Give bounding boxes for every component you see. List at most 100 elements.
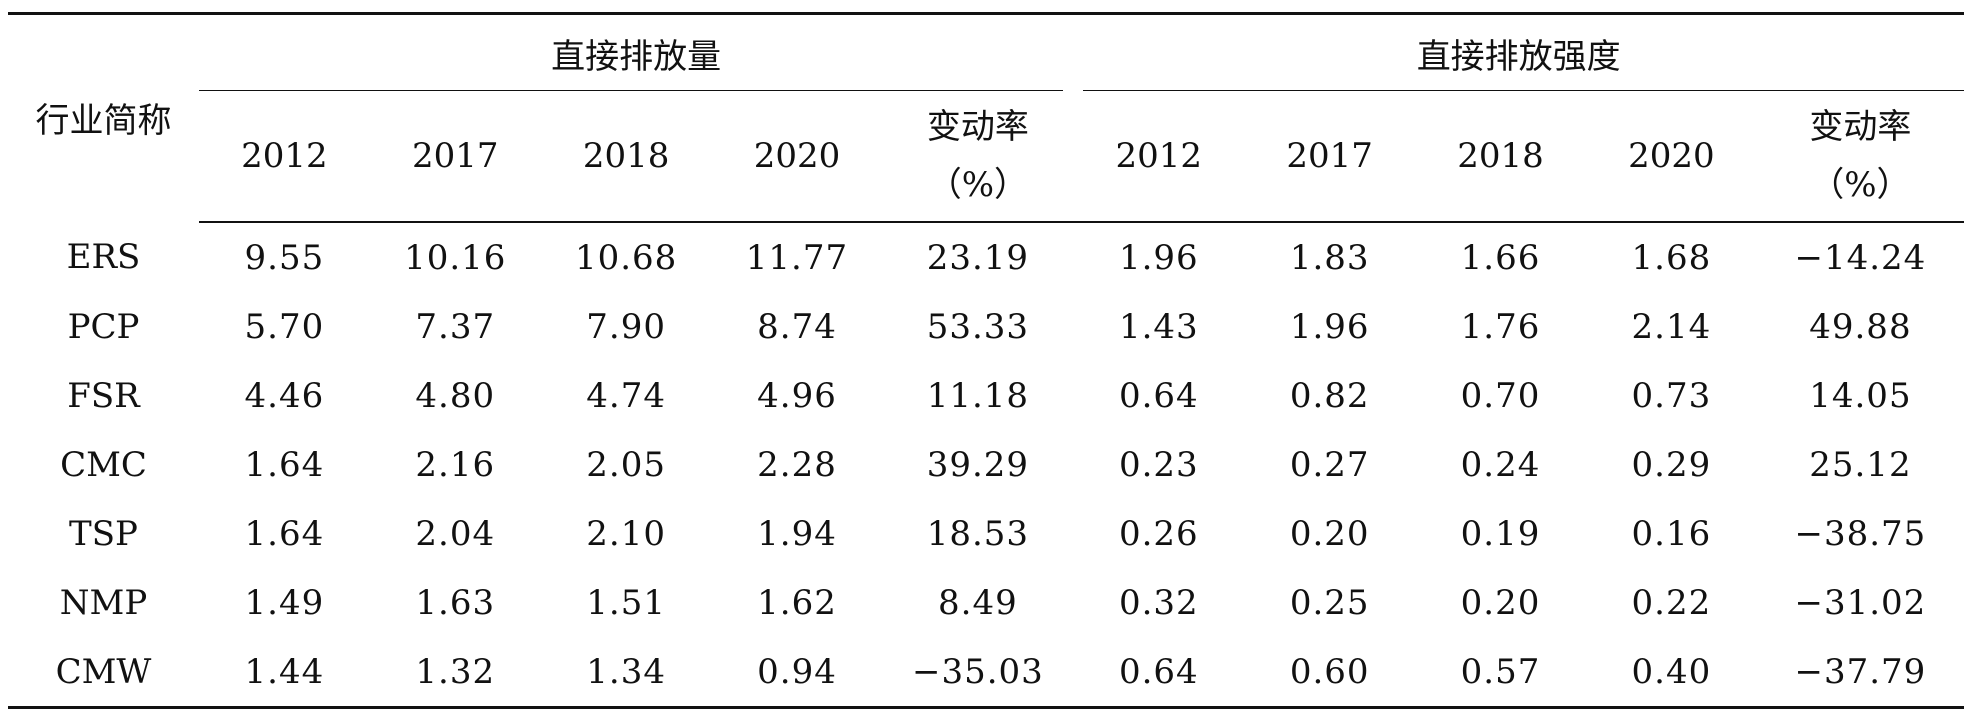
table-cell: 1.34 — [540, 637, 712, 709]
table-row: PCP 5.70 7.37 7.90 8.74 53.33 1.43 1.96 1.76 2.14… — [8, 292, 1964, 361]
table-cell: −37.79 — [1756, 637, 1964, 709]
row-industry-name: ERS — [66, 237, 141, 277]
rate-header: 变动率 （%） — [882, 91, 1074, 223]
table-row: FSR 4.46 4.80 4.74 4.96 11.18 0.64 0.82 0.70 0.73… — [8, 361, 1964, 430]
group-header-direct-emission-intensity: 直接排放强度 — [1073, 12, 1964, 92]
table-cell: 1.49 — [244, 582, 325, 623]
table-cell: 10.16 — [404, 237, 507, 278]
table-cell: 1.94 — [757, 513, 837, 554]
table-cell: 1.62 — [757, 582, 837, 623]
year-header: 2012 — [1073, 91, 1245, 223]
table-cell: 0.82 — [1289, 375, 1370, 416]
table-cell: 23.19 — [926, 237, 1030, 278]
group-header-direct-emissions: 直接排放量 — [198, 12, 1074, 92]
table-cell: −14.24 — [1794, 237, 1927, 278]
table-cell: 0.60 — [1244, 637, 1416, 709]
row-industry-name: CMC — [60, 444, 147, 485]
emissions-table: 行业简称 直接排放量 直接排放强度 2012 2017 2018 2020 变动… — [8, 12, 1964, 709]
table-cell: 4.96 — [757, 375, 837, 416]
table-body: ERS 9.55 10.16 10.68 11.77 23.19 1.96 1.83 1.66 1… — [8, 222, 1964, 709]
table-cell: 0.40 — [1585, 637, 1757, 709]
table-cell: 0.24 — [1460, 444, 1541, 485]
table-cell: 49.88 — [1809, 306, 1912, 347]
table-cell: 4.74 — [586, 375, 666, 416]
row-industry-name: NMP — [59, 582, 148, 623]
year-header: 2020 — [1585, 91, 1757, 223]
table-cell: 53.33 — [926, 306, 1030, 347]
table-cell: 1.44 — [198, 637, 370, 709]
rate-header-unit: （%） — [1810, 165, 1911, 205]
table-cell: 1.66 — [1460, 237, 1541, 278]
table-cell: 0.57 — [1415, 637, 1586, 709]
rate-header-label: 变动率 — [926, 107, 1029, 147]
table-cell: 11.77 — [745, 237, 849, 278]
row-industry-name: PCP — [67, 306, 140, 347]
year-header: 2020 — [711, 91, 883, 223]
table-cell: 2.04 — [415, 513, 496, 554]
row-industry-name: TSP — [69, 513, 138, 554]
table-cell: 0.26 — [1118, 513, 1199, 554]
rate-header: 变动率 （%） — [1756, 91, 1964, 223]
table-cell: 39.29 — [926, 444, 1030, 485]
table-cell: 1.96 — [1289, 306, 1370, 347]
table-cell: 2.10 — [586, 513, 666, 554]
table-cell: 18.53 — [926, 513, 1030, 554]
table-cell: 0.29 — [1631, 444, 1712, 485]
table-cell: 0.22 — [1631, 582, 1712, 623]
table-cell: 8.74 — [757, 306, 837, 347]
table-cell: 1.83 — [1289, 237, 1370, 278]
table-cell: 4.80 — [415, 375, 496, 416]
table-cell: 1.32 — [369, 637, 541, 709]
year-header: 2012 — [198, 91, 370, 223]
table-cell: 10.68 — [574, 237, 678, 278]
year-header: 2017 — [369, 91, 541, 223]
table-cell: −35.03 — [882, 637, 1074, 709]
table-cell: 0.64 — [1073, 637, 1245, 709]
table-cell: 2.05 — [586, 444, 666, 485]
row-industry-name: FSR — [67, 375, 140, 416]
table-cell: 1.43 — [1118, 306, 1199, 347]
emissions-table-container: 行业简称 直接排放量 直接排放强度 2012 2017 2018 2020 变动… — [8, 12, 1964, 709]
table-cell: 0.94 — [711, 637, 883, 709]
table-cell: 0.32 — [1118, 582, 1199, 623]
table-row: CMC 1.64 2.16 2.05 2.28 39.29 0.23 0.27 0.24 0.29… — [8, 430, 1964, 499]
table-cell: 1.51 — [586, 582, 666, 623]
table-cell: −31.02 — [1794, 582, 1927, 623]
table-cell: 0.20 — [1289, 513, 1370, 554]
table-cell: 11.18 — [926, 375, 1030, 416]
table-cell: 0.23 — [1118, 444, 1199, 485]
year-header: 2018 — [1415, 91, 1586, 223]
table-row: CMW 1.44 1.32 1.34 0.94 −35.03 0.64 0.60 0.57 0.4… — [8, 637, 1964, 709]
table-cell: 0.73 — [1631, 375, 1712, 416]
table-row: NMP 1.49 1.63 1.51 1.62 8.49 0.32 0.25 0.20 0.22 −… — [8, 568, 1964, 637]
table-cell: 25.12 — [1809, 444, 1912, 485]
table-cell: 0.16 — [1631, 513, 1712, 554]
table-cell: 0.25 — [1289, 582, 1370, 623]
table-cell: 1.68 — [1631, 237, 1712, 278]
corner-header: 行业简称 — [8, 12, 199, 222]
table-cell: 1.64 — [244, 444, 325, 485]
table-cell: 4.46 — [244, 375, 325, 416]
table-cell: 0.70 — [1460, 375, 1541, 416]
table-cell: 2.14 — [1631, 306, 1712, 347]
rate-header-label: 变动率 — [1809, 107, 1912, 147]
table-cell: 5.70 — [244, 306, 325, 347]
year-header: 2017 — [1244, 91, 1416, 223]
table-cell: 1.63 — [415, 582, 496, 623]
header-row-groups: 行业简称 直接排放量 直接排放强度 — [8, 12, 1964, 222]
table-cell: 8.49 — [938, 582, 1018, 623]
table-cell: 7.37 — [415, 306, 496, 347]
header-row-years: 2012 2017 2018 2020 变动率 （%） 2012 2017 20… — [8, 91, 1964, 223]
table-cell: 7.90 — [586, 306, 666, 347]
table-cell: 1.64 — [244, 513, 325, 554]
table-cell: 0.19 — [1460, 513, 1541, 554]
table-cell: −38.75 — [1794, 513, 1927, 554]
row-industry-name: CMW — [8, 637, 199, 709]
table-cell: 1.96 — [1118, 237, 1199, 278]
table-cell: 1.76 — [1460, 306, 1541, 347]
table-row: TSP 1.64 2.04 2.10 1.94 18.53 0.26 0.20 0.19 0.16… — [8, 499, 1964, 568]
table-cell: 9.55 — [244, 237, 325, 278]
table-row: ERS 9.55 10.16 10.68 11.77 23.19 1.96 1.83 1.66 1… — [8, 222, 1964, 292]
table-cell: 2.28 — [757, 444, 837, 485]
table-cell: 0.20 — [1460, 582, 1541, 623]
